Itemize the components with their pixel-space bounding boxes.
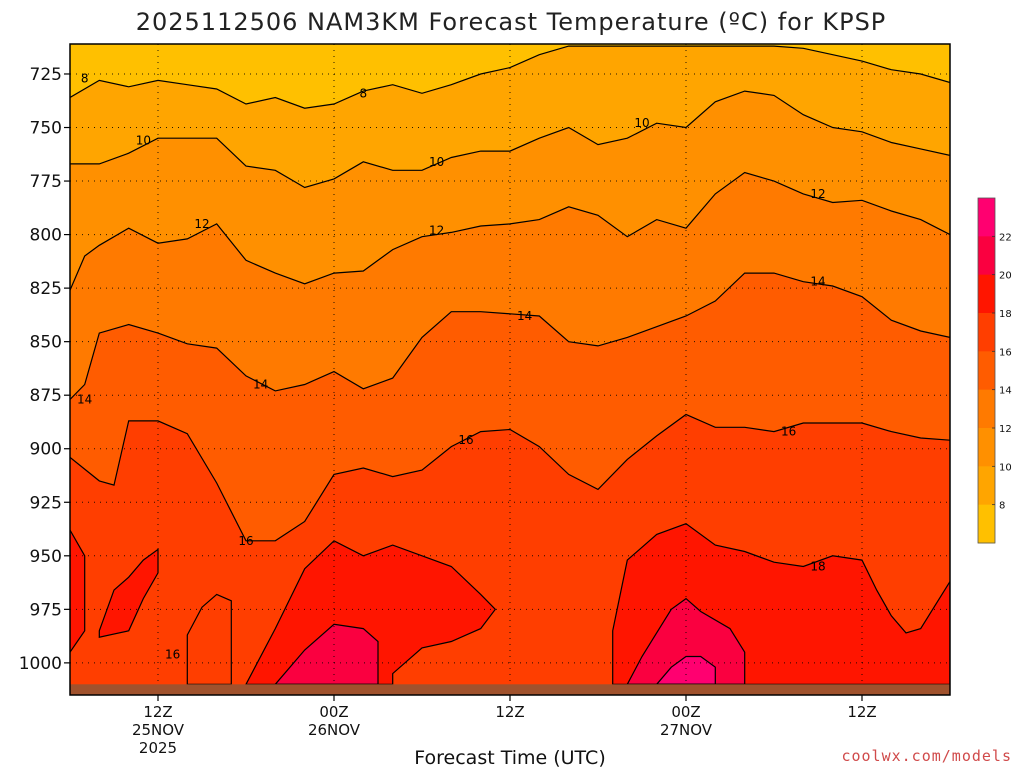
colorbar-label-16: 16: [999, 347, 1012, 358]
contour-label-text: 18: [810, 560, 825, 574]
contour-label-text: 16: [165, 647, 180, 661]
contour-label-8: 14: [77, 392, 92, 406]
x-tick-label-18-1: 26NOV: [308, 721, 361, 739]
colorbar: 22 20 18 16 14 12 10 8: [977, 197, 1012, 544]
region-west_blob_18: [99, 549, 158, 638]
colorbar-segment-1: [978, 236, 995, 276]
colorbar-label-18: 18: [999, 309, 1012, 320]
colorbar-label-14: 14: [999, 386, 1012, 397]
contour-label-0: 8: [81, 71, 89, 85]
y-tick-label-1000: 1000: [19, 654, 62, 674]
colorbar-segment-0: [978, 198, 995, 237]
contour-10: [70, 90, 950, 189]
colorbar-label-22: 22: [999, 232, 1012, 243]
region-core_22_day2: [656, 656, 716, 685]
colorbar-label-12: 12: [999, 424, 1012, 435]
watermark[interactable]: coolwx.com/models: [841, 747, 1012, 765]
colorbar-label-10: 10: [999, 462, 1012, 473]
colorbar-label-8: 8: [999, 501, 1005, 512]
contour-label-16: 18: [810, 560, 825, 574]
contour-label-text: 16: [458, 433, 473, 447]
colorbar-segment-5: [978, 389, 995, 429]
contour-12: [70, 171, 950, 291]
chart-title: 2025112506 NAM3KM Forecast Temperature (…: [136, 8, 887, 36]
contour-label-text: 14: [253, 377, 268, 391]
colorbar-segment-8: [978, 504, 995, 544]
contour-region-west_edge_18: [70, 528, 86, 654]
contour-label-5: 12: [194, 217, 209, 231]
y-tick-label-850: 850: [30, 333, 62, 353]
contour-label-text: 16: [238, 534, 253, 548]
contour-14: [70, 272, 950, 400]
contour-label-1: 8: [360, 86, 368, 100]
x-tick-label-54-0: 12Z: [847, 703, 876, 721]
contour-label-12: 16: [458, 433, 473, 447]
colorbar-label-20: 20: [999, 271, 1012, 282]
contour-label-text: 14: [77, 392, 92, 406]
contour-8: [70, 45, 950, 109]
contour-label-4: 10: [634, 116, 649, 130]
ground-below-surface: [70, 684, 950, 695]
y-tick-label-775: 775: [30, 172, 62, 192]
colorbar-segment-6: [978, 428, 995, 467]
contour-label-13: 16: [781, 425, 796, 439]
x-tick-label-6-0: 12Z: [143, 703, 172, 721]
contour-label-9: 14: [253, 377, 268, 391]
contour-label-text: 14: [810, 275, 825, 289]
y-tick-label-825: 825: [30, 279, 62, 299]
contour-label-7: 12: [810, 187, 825, 201]
region-core_20_day1: [275, 624, 378, 685]
contour-label-10: 14: [517, 309, 532, 323]
y-tick-label-750: 750: [30, 119, 62, 139]
contour-label-14: 16: [238, 534, 253, 548]
y-tick-label-800: 800: [30, 226, 62, 246]
contour-label-text: 8: [360, 86, 368, 100]
contour-label-text: 10: [634, 116, 649, 130]
contour-label-text: 12: [194, 217, 209, 231]
contour-region-main_18_day1: [245, 540, 497, 685]
contour-label-text: 12: [810, 187, 825, 201]
contour-label-15: 16: [165, 647, 180, 661]
contour-label-text: 10: [429, 155, 444, 169]
y-tick-label-925: 925: [30, 493, 62, 513]
contour-label-text: 12: [429, 223, 444, 237]
x-tick-label-18-0: 00Z: [319, 703, 348, 721]
y-tick-label-950: 950: [30, 547, 62, 567]
contour-label-text: 8: [81, 71, 89, 85]
x-tick-label-30-0: 12Z: [495, 703, 524, 721]
colorbar-segment-3: [978, 313, 995, 352]
region-core_20_day2: [627, 598, 745, 685]
region-west_edge_18: [70, 530, 85, 653]
contour-label-text: 14: [517, 309, 532, 323]
contour-label-text: 16: [781, 425, 796, 439]
contour-label-text: 10: [136, 133, 151, 147]
colorbar-segment-4: [978, 351, 995, 391]
plot-area: [70, 44, 950, 695]
y-tick-label-725: 725: [30, 65, 62, 85]
y-tick-label-900: 900: [30, 440, 62, 460]
x-tick-label-6-2: 2025: [139, 739, 177, 757]
x-tick-label-6-1: 25NOV: [132, 721, 185, 739]
contour-region-west_pocket_16: [186, 593, 232, 685]
contour-label-3: 10: [429, 155, 444, 169]
contour-label-6: 12: [429, 223, 444, 237]
contour-label-11: 14: [810, 275, 825, 289]
colorbar-segment-2: [978, 274, 995, 314]
contour-region-core_20_day2: [626, 597, 746, 685]
y-tick-label-975: 975: [30, 600, 62, 620]
x-tick-label-42-0: 00Z: [671, 703, 700, 721]
contour-label-2: 10: [136, 133, 151, 147]
contour-region-main_18_day2: [612, 523, 950, 685]
region-west_pocket_16: [187, 594, 232, 685]
contour-16: [70, 413, 950, 542]
x-axis-label: Forecast Time (UTC): [414, 747, 605, 768]
y-tick-label-875: 875: [30, 386, 62, 406]
contour-region-west_blob_18: [98, 548, 159, 638]
colorbar-segment-7: [978, 466, 995, 506]
colorbar-frame: [977, 197, 996, 544]
x-tick-label-42-1: 27NOV: [660, 721, 713, 739]
